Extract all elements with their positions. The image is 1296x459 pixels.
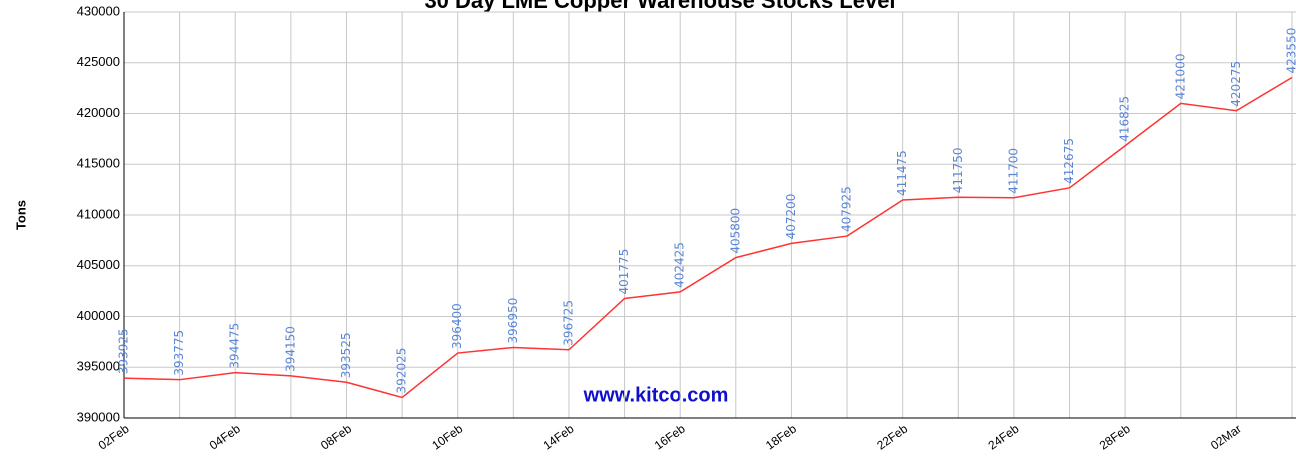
y-tick-label: 425000 <box>77 54 120 69</box>
value-label: 407925 <box>840 186 854 232</box>
y-tick-label: 420000 <box>77 105 120 120</box>
value-label: 392025 <box>395 348 409 394</box>
value-label: 412675 <box>1062 138 1076 184</box>
value-label: 416825 <box>1118 96 1132 142</box>
value-label: 396725 <box>561 300 575 346</box>
y-tick-label: 410000 <box>77 206 120 221</box>
value-label: 394150 <box>283 326 297 372</box>
value-label: 393925 <box>117 328 131 374</box>
value-label: 411750 <box>951 147 965 193</box>
value-label: 420275 <box>1229 61 1243 107</box>
watermark: www.kitco.com <box>583 384 729 406</box>
value-label: 396950 <box>506 298 520 344</box>
data-line <box>123 76 1293 399</box>
value-label: 393525 <box>339 332 353 378</box>
value-label: 396400 <box>450 303 464 349</box>
value-label: 411700 <box>1006 148 1020 194</box>
value-label: 421000 <box>1173 54 1187 100</box>
value-label: 402425 <box>673 242 687 288</box>
value-label: 407200 <box>784 194 798 240</box>
value-label: 423550 <box>1285 28 1296 74</box>
value-label: 405800 <box>728 208 742 254</box>
value-label: 393775 <box>172 330 186 376</box>
y-tick-label: 400000 <box>77 308 120 323</box>
y-tick-label: 430000 <box>77 3 120 18</box>
y-axis-label: Tons <box>13 200 28 230</box>
chart-title: 30 Day LME Copper Warehouse Stocks Level <box>424 0 895 13</box>
value-label: 394475 <box>228 323 242 369</box>
y-tick-label: 405000 <box>77 257 120 272</box>
y-tick-label: 390000 <box>77 409 120 424</box>
value-label: 401775 <box>617 249 631 295</box>
value-label: 411475 <box>895 150 909 196</box>
y-tick-label: 415000 <box>77 156 120 171</box>
y-tick-label: 395000 <box>77 359 120 374</box>
